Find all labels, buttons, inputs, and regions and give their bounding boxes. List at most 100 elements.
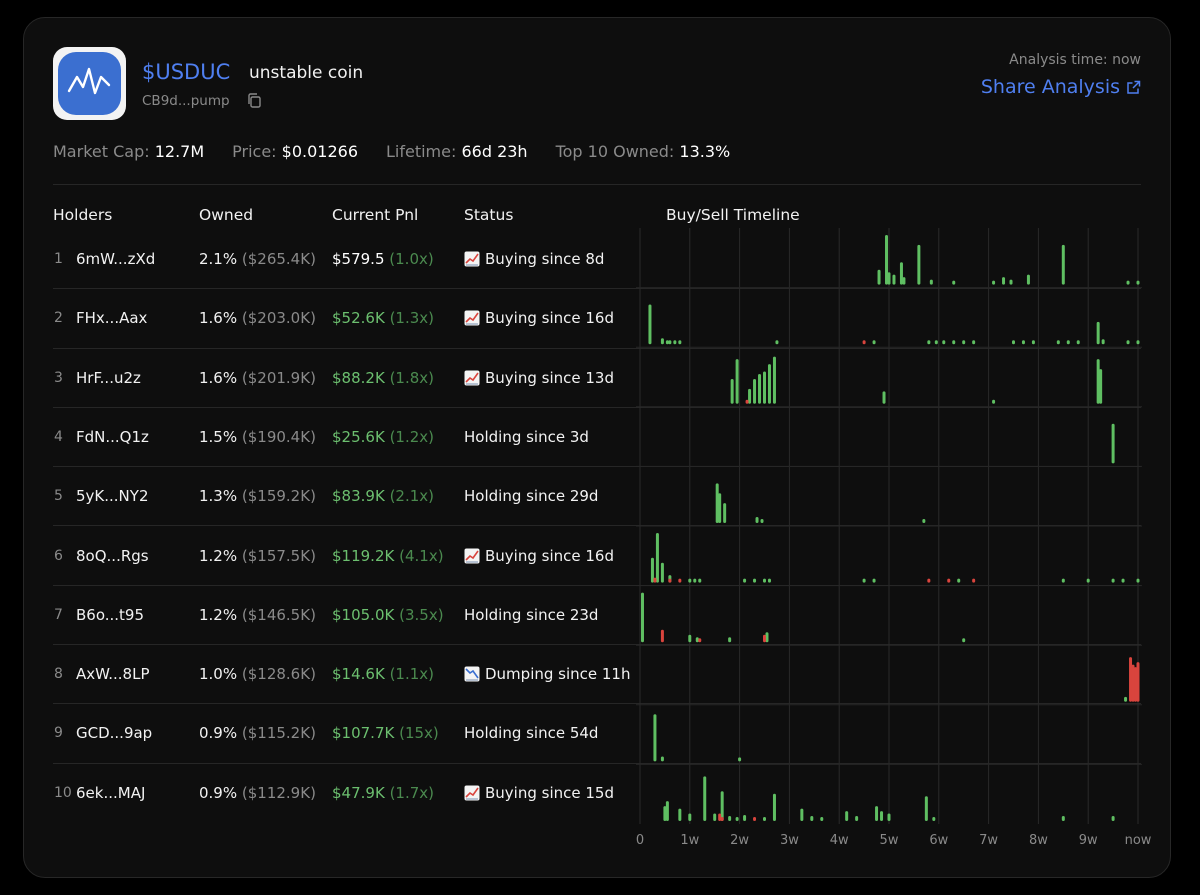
buy-mark	[688, 634, 692, 643]
holder-rank: 6	[54, 547, 63, 564]
holder-status: Dumping since 11h	[464, 645, 630, 704]
buy-mark	[748, 388, 752, 404]
buy-mark	[720, 791, 724, 821]
holder-owned: 1.2% ($157.5K)	[199, 546, 316, 565]
buy-mark	[1061, 578, 1065, 583]
holder-status: Buying since 13d	[464, 349, 614, 408]
buy-mark	[1002, 277, 1006, 285]
buy-mark	[820, 817, 824, 821]
header-divider	[53, 184, 1141, 185]
buy-mark	[660, 338, 664, 345]
buy-mark	[767, 578, 771, 583]
holder-address[interactable]: HrF...u2z	[76, 368, 141, 387]
holder-row[interactable]: 3 HrF...u2z 1.6% ($201.9K) $88.2K (1.8x) Buy…	[53, 349, 1141, 408]
buy-mark	[800, 808, 804, 821]
holder-address[interactable]: 5yK...NY2	[76, 487, 149, 506]
holder-address[interactable]: AxW...8LP	[76, 665, 150, 684]
holder-address[interactable]: FHx...Aax	[76, 309, 148, 328]
sell-mark	[698, 638, 702, 643]
buy-mark	[723, 503, 727, 523]
holder-rank: 9	[54, 725, 63, 742]
stat-price: Price: $0.01266	[232, 142, 358, 161]
token-name: unstable coin	[249, 63, 364, 83]
timeline-tick-label: 0	[635, 833, 645, 848]
buy-mark	[1136, 340, 1140, 345]
holder-address[interactable]: 6mW...zXd	[76, 250, 156, 268]
sell-mark	[947, 578, 951, 583]
holder-row[interactable]: 10 6ek...MAJ 0.9% ($112.9K) $47.9K (1.7x) Bu…	[53, 764, 1141, 823]
buy-mark	[917, 244, 921, 285]
holder-pnl: $83.9K (2.1x)	[332, 487, 434, 506]
holder-row[interactable]: 6 8oQ...Rgs 1.2% ($157.5K) $119.2K (4.1x) Bu…	[53, 527, 1141, 586]
share-analysis-label: Share Analysis	[980, 76, 1120, 98]
stat-top10-owned: Top 10 Owned: 13.3%	[555, 142, 731, 161]
holder-row[interactable]: 8 AxW...8LP 1.0% ($128.6K) $14.6K (1.1x) Dum…	[53, 645, 1141, 705]
holder-rank: 3	[54, 369, 63, 386]
buy-mark	[1066, 340, 1070, 345]
holder-rank: 5	[54, 488, 63, 505]
holder-status: Holding since 3d	[464, 427, 589, 446]
share-analysis-link[interactable]: Share Analysis	[981, 76, 1141, 98]
buy-mark	[1136, 280, 1140, 285]
buy-mark	[743, 815, 747, 821]
holder-address[interactable]: B6o...t95	[76, 605, 145, 624]
holder-row[interactable]: 5 5yK...NY2 1.3% ($159.2K) $83.9K (2.1x) Hol…	[53, 467, 1141, 527]
timeline-tick-label: 6w	[929, 833, 949, 848]
buy-mark	[902, 277, 906, 285]
holder-pnl: $52.6K (1.3x)	[332, 309, 434, 328]
holder-row[interactable]: 2 FHx...Aax 1.6% ($203.0K) $52.6K (1.3x) Buy…	[53, 289, 1141, 349]
buy-mark	[775, 340, 779, 345]
token-stats: Market Cap: 12.7M Price: $0.01266 Lifeti…	[53, 142, 730, 161]
column-header-timeline: Buy/Sell Timeline	[666, 206, 800, 224]
sell-mark	[668, 578, 672, 583]
buy-mark	[845, 811, 849, 821]
buy-mark	[1121, 578, 1125, 583]
sell-mark	[718, 813, 722, 821]
holder-pnl: $88.2K (1.8x)	[332, 368, 434, 387]
buy-mark	[1061, 244, 1065, 285]
token-address: CB9d...pump	[142, 93, 230, 109]
holder-row[interactable]: 4 FdN...Q1z 1.5% ($190.4K) $25.6K (1.2x) Hol…	[53, 408, 1141, 468]
timeline-tick-label: 4w	[829, 833, 849, 848]
holder-address[interactable]: FdN...Q1z	[76, 427, 149, 446]
column-header-owned: Owned	[199, 206, 254, 224]
copy-icon[interactable]	[245, 92, 263, 110]
buy-mark	[929, 279, 933, 285]
holder-pnl: $25.6K (1.2x)	[332, 427, 434, 446]
buy-mark	[1009, 279, 1013, 285]
holder-rank: 8	[54, 666, 63, 683]
buy-mark	[1111, 578, 1115, 583]
column-header-pnl: Current Pnl	[332, 206, 419, 224]
timeline-tick-label: 1w	[680, 833, 700, 848]
holder-rank: 7	[54, 606, 63, 623]
holder-rank: 2	[54, 310, 63, 327]
holder-row[interactable]: 7 B6o...t95 1.2% ($146.5K) $105.0K (3.5x) Ho…	[53, 586, 1141, 646]
holder-address[interactable]: 8oQ...Rgs	[76, 546, 149, 565]
holder-address[interactable]: GCD...9ap	[76, 724, 153, 743]
holder-owned: 1.3% ($159.2K)	[199, 487, 316, 506]
holder-row[interactable]: 1 6mW...zXd 2.1% ($265.4K) $579.5 (1.0x) Buy…	[53, 230, 1141, 290]
chart-up-icon	[464, 251, 480, 267]
holder-row[interactable]: 9 GCD...9ap 0.9% ($115.2K) $107.7K (15x) Hol…	[53, 704, 1141, 764]
holder-pnl: $47.9K (1.7x)	[332, 783, 434, 802]
holder-pnl: $579.5 (1.0x)	[332, 250, 434, 268]
buy-mark	[772, 356, 776, 404]
buy-mark	[972, 340, 976, 345]
chart-up-icon	[464, 785, 480, 801]
token-ticker[interactable]: $USDUC	[142, 60, 231, 84]
holder-owned: 2.1% ($265.4K)	[199, 250, 316, 268]
buy-mark	[924, 796, 928, 821]
sell-mark	[653, 577, 657, 583]
sell-mark	[753, 817, 757, 821]
sell-mark	[720, 817, 724, 821]
buy-mark	[1096, 321, 1100, 345]
timeline-tick-label: 5w	[879, 833, 899, 848]
buy-mark	[887, 813, 891, 821]
buy-mark	[718, 493, 722, 523]
holder-address[interactable]: 6ek...MAJ	[76, 783, 146, 802]
sell-mark	[1136, 662, 1140, 702]
buy-mark	[962, 638, 966, 643]
buy-mark	[1086, 578, 1090, 583]
holder-rank: 4	[54, 428, 63, 445]
sell-mark	[972, 578, 976, 583]
